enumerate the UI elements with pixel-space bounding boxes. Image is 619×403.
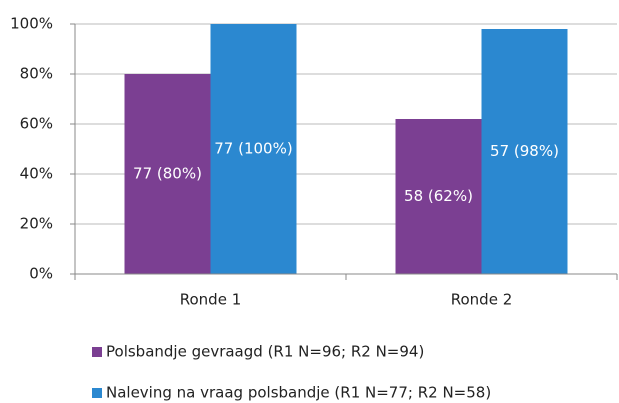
- bar: [395, 119, 482, 274]
- data-label: 77 (80%): [133, 165, 202, 183]
- y-tick-label: 100%: [10, 15, 53, 33]
- bar: [210, 24, 297, 274]
- y-tick-label: 40%: [20, 165, 53, 183]
- y-tick-label: 0%: [29, 265, 53, 283]
- y-tick-label: 80%: [20, 65, 53, 83]
- data-label: 77 (100%): [214, 140, 292, 158]
- legend-swatch: [92, 347, 102, 357]
- legend-label: Polsbandje gevraagd (R1 N=96; R2 N=94): [106, 343, 424, 361]
- legend-label: Naleving na vraag polsbandje (R1 N=77; R…: [106, 384, 491, 402]
- bar: [124, 74, 211, 274]
- data-label: 58 (62%): [404, 187, 473, 205]
- x-tick-label: Ronde 2: [451, 291, 513, 309]
- x-tick-label: Ronde 1: [180, 291, 242, 309]
- y-tick-label: 60%: [20, 115, 53, 133]
- legend-swatch: [92, 388, 102, 398]
- bar: [481, 29, 568, 274]
- y-tick-label: 20%: [20, 215, 53, 233]
- data-label: 57 (98%): [490, 142, 559, 160]
